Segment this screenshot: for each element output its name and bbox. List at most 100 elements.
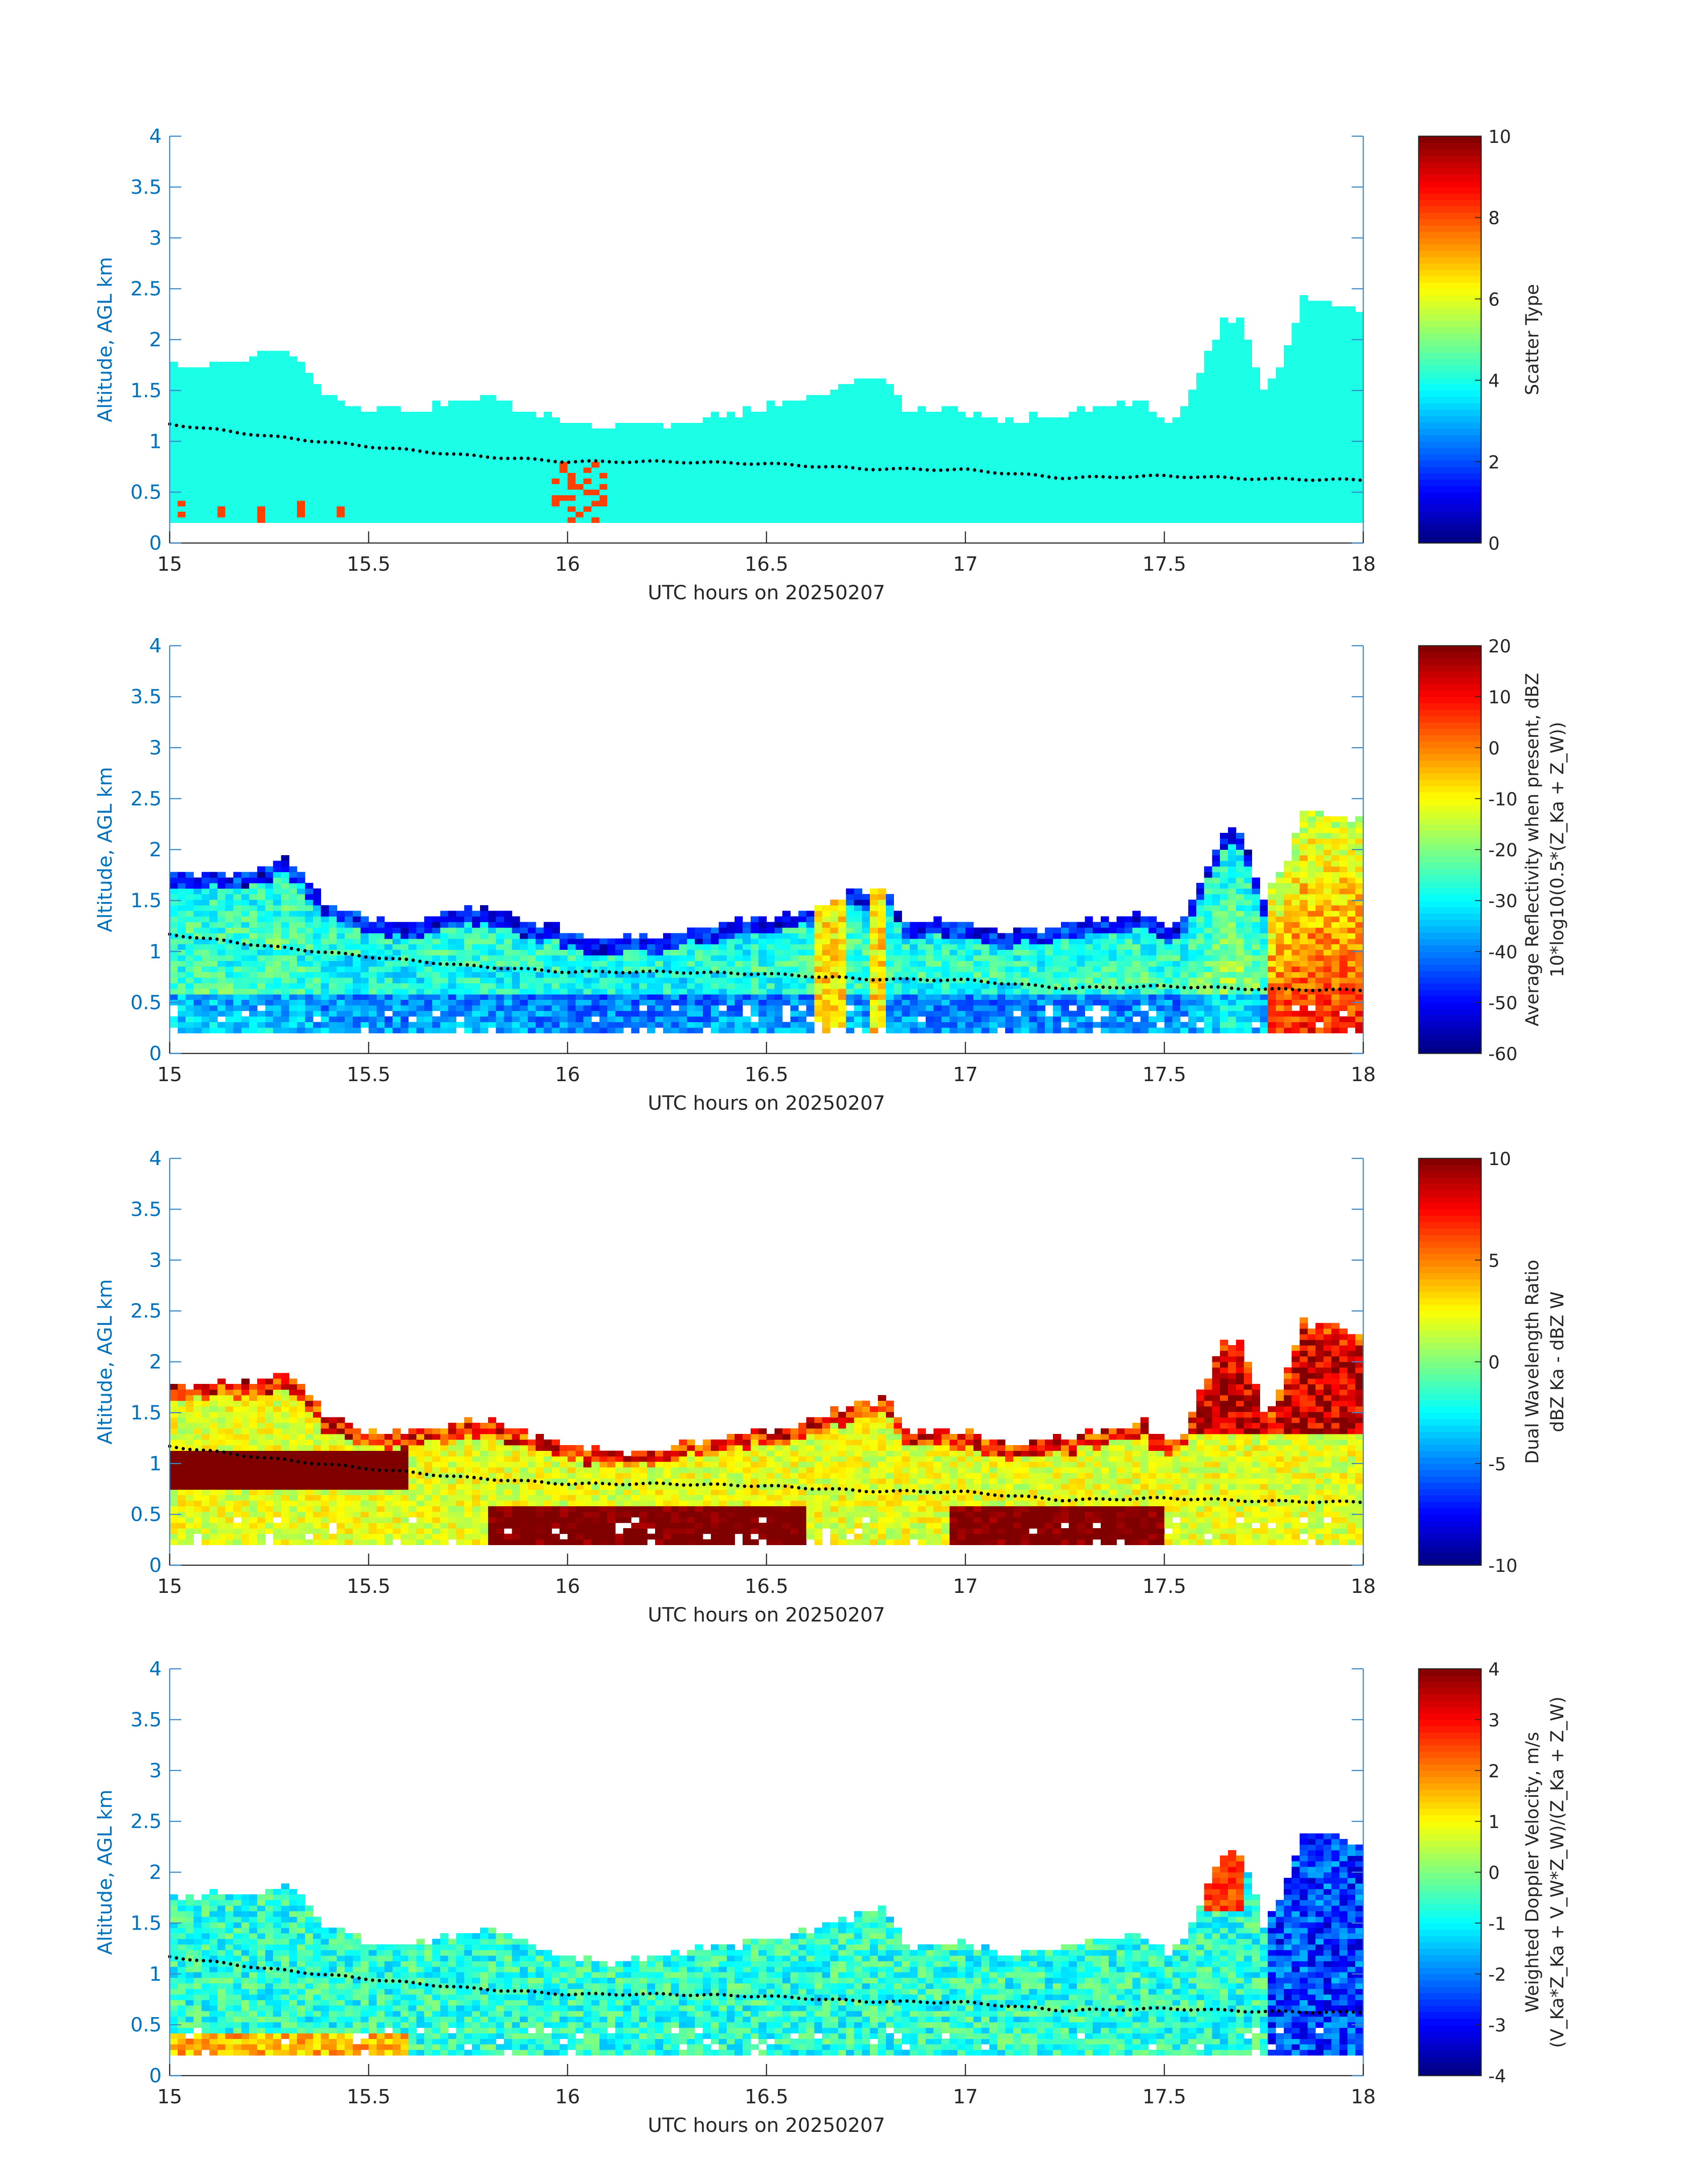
heatmap-cell — [687, 422, 695, 429]
heatmap-cell — [209, 999, 218, 1006]
heatmap-cell — [1268, 417, 1276, 423]
heatmap-cell — [249, 384, 258, 390]
heatmap-cell — [472, 472, 480, 479]
heatmap-cell — [512, 422, 520, 429]
heatmap-cell — [1236, 317, 1244, 323]
heatmap-cell — [1220, 489, 1228, 495]
heatmap-cell — [273, 384, 282, 390]
heatmap-cell — [185, 406, 194, 412]
heatmap-cell — [1037, 417, 1045, 423]
heatmap-cell — [257, 362, 266, 368]
heatmap-cell — [1299, 312, 1308, 318]
heatmap-cell — [631, 500, 639, 506]
heatmap-cell — [193, 395, 202, 401]
heatmap-cell — [727, 484, 735, 490]
heatmap-cell — [1323, 511, 1332, 518]
heatmap-cell — [480, 412, 489, 418]
heatmap-cell — [1124, 506, 1133, 512]
heatmap-cell — [249, 373, 258, 379]
heatmap-cell — [1236, 500, 1244, 506]
heatmap-cell — [830, 401, 839, 407]
heatmap-cell — [1228, 401, 1236, 407]
heatmap-cell — [1244, 500, 1253, 506]
heatmap-cell — [368, 422, 377, 429]
heatmap-cell — [177, 445, 186, 451]
heatmap-cell — [185, 938, 194, 944]
heatmap-cell — [313, 927, 322, 933]
melting-layer-point — [519, 456, 523, 460]
heatmap-cell — [384, 966, 393, 972]
heatmap-cell — [543, 1027, 552, 1033]
colorbar-swatch — [1419, 276, 1481, 283]
heatmap-cell — [337, 467, 345, 473]
heatmap-cell — [337, 489, 345, 495]
heatmap-cells — [170, 295, 1364, 523]
heatmap-cell — [233, 378, 242, 384]
heatmap-cell — [305, 489, 313, 495]
heatmap-cell — [177, 506, 186, 512]
heatmap-cell — [568, 472, 576, 479]
heatmap-cell — [376, 944, 385, 950]
heatmap-cell — [1315, 356, 1324, 362]
heatmap-cell — [400, 977, 409, 983]
colorbar-swatch — [1419, 384, 1481, 391]
heatmap-cell — [1053, 506, 1061, 512]
heatmap-cell — [1077, 500, 1085, 506]
heatmap-cell — [384, 511, 393, 518]
melting-layer-point — [1216, 475, 1220, 479]
heatmap-cell — [551, 517, 560, 523]
heatmap-cell — [281, 517, 289, 523]
heatmap-cell — [1339, 384, 1348, 390]
heatmap-cell — [798, 451, 807, 456]
heatmap-cell — [1108, 506, 1117, 512]
heatmap-cell — [257, 456, 266, 462]
heatmap-cell — [249, 461, 258, 468]
heatmap-cell — [1228, 500, 1236, 506]
heatmap-cell — [185, 439, 194, 446]
heatmap-cell — [345, 511, 353, 518]
heatmap-cell — [687, 428, 695, 435]
heatmap-cell — [981, 506, 990, 512]
heatmap-cell — [416, 484, 425, 490]
heatmap-cell — [360, 944, 369, 950]
heatmap-cell — [305, 412, 313, 418]
heatmap-cell — [440, 911, 449, 917]
colorbar-swatch — [1419, 231, 1481, 238]
heatmap-cell — [185, 999, 194, 1006]
heatmap-cell — [854, 428, 862, 435]
heatmap-cell — [512, 439, 520, 446]
heatmap-cell — [1323, 500, 1332, 506]
heatmap-cell — [185, 500, 194, 506]
heatmap-cell — [1204, 484, 1212, 490]
heatmap-cell — [257, 478, 266, 485]
heatmap-cell — [695, 467, 703, 473]
heatmap-cell — [233, 451, 242, 456]
heatmap-cell — [1323, 406, 1332, 412]
heatmap-cell — [575, 495, 584, 501]
heatmap-cell — [488, 1022, 497, 1028]
plot-area — [168, 811, 1364, 1033]
heatmap-cell — [1260, 506, 1268, 512]
heatmap-cell — [257, 451, 266, 456]
heatmap-cell — [1021, 467, 1030, 473]
heatmap-cell — [1339, 472, 1348, 479]
heatmap-cell — [631, 478, 639, 485]
heatmap-cell — [265, 417, 274, 423]
heatmap-cell — [424, 972, 433, 978]
heatmap-cell — [1331, 362, 1340, 368]
heatmap-cell — [997, 472, 1006, 479]
y-tick-label: 1.5 — [130, 379, 162, 402]
heatmap-cell — [416, 428, 425, 435]
heatmap-cell — [249, 451, 258, 456]
heatmap-cell — [225, 389, 234, 396]
heatmap-cell — [408, 500, 417, 506]
heatmap-cell — [551, 422, 560, 429]
heatmap-cell — [798, 495, 807, 501]
heatmap-cell — [949, 434, 958, 440]
heatmap-cell — [185, 378, 194, 384]
heatmap-cell — [305, 933, 313, 939]
heatmap-cell — [1323, 451, 1332, 456]
heatmap-cell — [568, 517, 576, 523]
heatmap-cell — [393, 999, 401, 1006]
heatmap-cell — [838, 406, 847, 412]
